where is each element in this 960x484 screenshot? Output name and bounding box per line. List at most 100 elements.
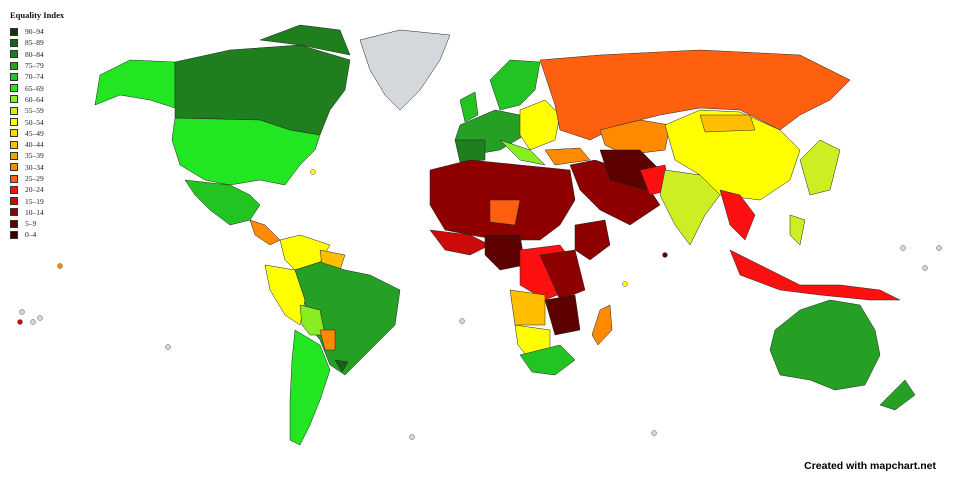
region-usa xyxy=(171,117,321,186)
region-italy-balkans xyxy=(499,139,546,166)
region-madagascar xyxy=(591,304,613,346)
island-marker xyxy=(459,318,465,324)
legend-item: 20–24 xyxy=(10,184,64,195)
legend-swatch xyxy=(10,27,18,36)
legend-swatch xyxy=(10,219,18,228)
region-kazakhstan xyxy=(599,119,671,156)
region-south-central xyxy=(544,294,581,336)
island-marker xyxy=(165,344,171,350)
region-scandinavia xyxy=(489,59,541,111)
region-nigeria-chad xyxy=(484,234,526,271)
region-bolivia xyxy=(299,304,326,336)
legend-swatch xyxy=(10,84,18,93)
island-marker xyxy=(622,281,628,287)
legend-item: 5–9 xyxy=(10,218,64,229)
legend: Equality Index 90–94 85–89 80–84 75–79 70–74… xyxy=(10,10,64,241)
region-horn-africa xyxy=(574,219,611,261)
credit-text: Created with mapchart.net xyxy=(804,460,936,472)
region-angola xyxy=(509,289,546,326)
region-central-america xyxy=(249,219,281,246)
legend-label: 80–84 xyxy=(25,49,44,59)
legend-item: 45–49 xyxy=(10,128,64,139)
legend-swatch xyxy=(10,38,18,47)
region-china xyxy=(664,109,801,201)
legend-label: 20–24 xyxy=(25,185,44,195)
legend-label: 75–79 xyxy=(25,61,44,71)
legend-swatch xyxy=(10,61,18,70)
legend-item: 70–74 xyxy=(10,71,64,82)
region-mongolia xyxy=(699,114,756,133)
legend-item: 40–44 xyxy=(10,139,64,150)
legend-label: 5–9 xyxy=(25,219,37,229)
region-alaska xyxy=(94,59,176,109)
legend-item: 15–19 xyxy=(10,195,64,206)
region-greenland xyxy=(359,29,451,111)
island-marker xyxy=(30,319,36,325)
legend-swatch xyxy=(10,230,18,239)
legend-swatch xyxy=(10,163,18,172)
region-philippines xyxy=(789,214,806,246)
legend-label: 60–64 xyxy=(25,94,44,104)
region-south-africa xyxy=(519,344,576,376)
legend-label: 65–69 xyxy=(25,83,44,93)
legend-swatch xyxy=(10,151,18,160)
region-india xyxy=(659,169,721,246)
legend-item: 30–34 xyxy=(10,162,64,173)
legend-item: 35–39 xyxy=(10,150,64,161)
legend-label: 35–39 xyxy=(25,151,44,161)
region-uk-ireland xyxy=(459,91,479,123)
legend-swatch xyxy=(10,95,18,104)
region-japan-korea xyxy=(799,139,841,196)
legend-swatch xyxy=(10,208,18,217)
region-uruguay xyxy=(334,359,349,373)
legend-label: 85–89 xyxy=(25,38,44,48)
legend-label: 45–49 xyxy=(25,128,44,138)
region-niger xyxy=(489,199,521,226)
legend-label: 15–19 xyxy=(25,196,44,206)
legend-label: 25–29 xyxy=(25,174,44,183)
island-marker xyxy=(57,263,63,269)
island-marker xyxy=(19,309,25,315)
legend-label: 10–14 xyxy=(25,207,44,217)
legend-label: 40–44 xyxy=(25,140,44,150)
legend-label: 55–59 xyxy=(25,106,44,116)
region-mexico xyxy=(184,179,261,226)
island-marker xyxy=(409,434,415,440)
legend-label: 90–94 xyxy=(25,27,44,37)
legend-swatch xyxy=(10,174,18,183)
island-marker xyxy=(662,252,668,258)
legend-swatch xyxy=(10,72,18,81)
region-indonesia xyxy=(729,249,901,301)
region-congo xyxy=(539,249,586,301)
legend-item: 75–79 xyxy=(10,60,64,71)
island-marker xyxy=(17,319,23,325)
island-marker xyxy=(37,315,43,321)
legend-item: 65–69 xyxy=(10,82,64,93)
legend-swatch xyxy=(10,50,18,59)
island-marker xyxy=(651,430,657,436)
region-paraguay xyxy=(319,329,336,351)
legend-item: 55–59 xyxy=(10,105,64,116)
legend-item: 0–4 xyxy=(10,229,64,240)
island-marker xyxy=(900,245,906,251)
region-australia xyxy=(769,299,881,391)
legend-swatch xyxy=(10,106,18,115)
legend-label: 50–54 xyxy=(25,117,44,127)
legend-label: 30–34 xyxy=(25,162,44,172)
legend-swatch xyxy=(10,140,18,149)
legend-label: 70–74 xyxy=(25,72,44,82)
island-marker xyxy=(922,265,928,271)
legend-label: 0–4 xyxy=(25,230,37,240)
region-iberia xyxy=(454,139,486,163)
region-se-asia xyxy=(719,189,756,241)
legend-item: 50–54 xyxy=(10,116,64,127)
region-w-africa xyxy=(429,229,491,256)
legend-item: 85–89 xyxy=(10,37,64,48)
legend-item: 90–94 xyxy=(10,26,64,37)
legend-swatch xyxy=(10,129,18,138)
legend-swatch xyxy=(10,197,18,206)
legend-swatch xyxy=(10,118,18,127)
legend-item: 10–14 xyxy=(10,207,64,218)
island-marker xyxy=(936,245,942,251)
